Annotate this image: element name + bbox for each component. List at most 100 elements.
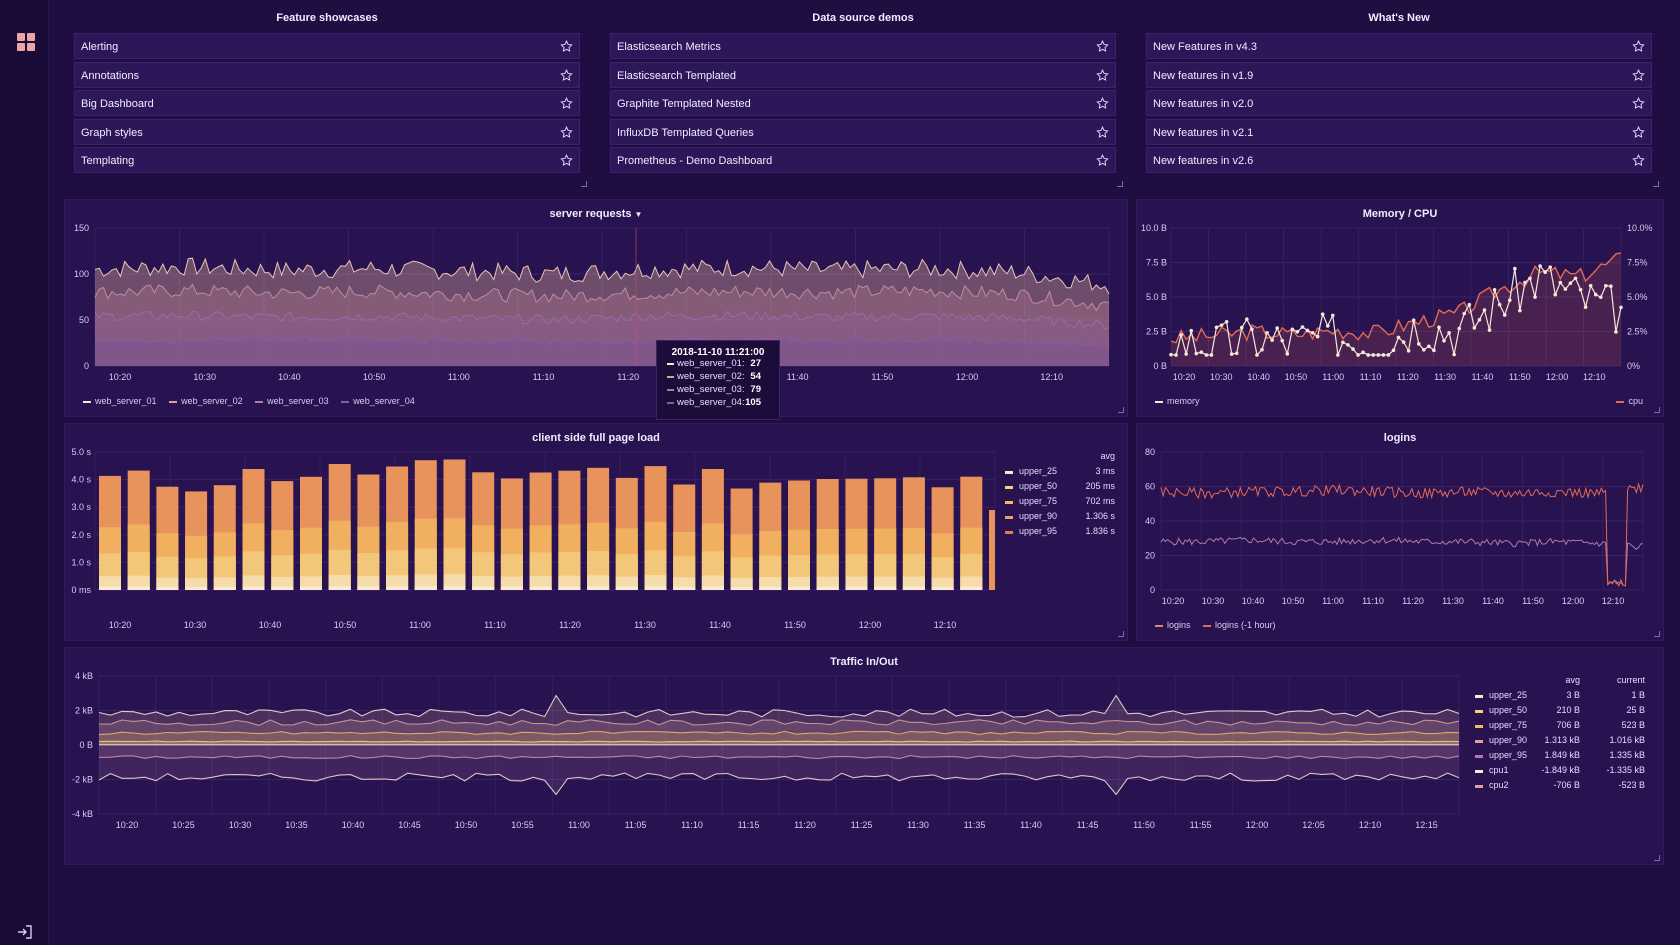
x-tick-label: 11:10 [484,620,506,630]
dashboard-link[interactable]: InfluxDB Templated Queries [610,118,1116,145]
star-icon[interactable] [560,40,573,53]
logins-chart[interactable]: 80 60 40 20 0 10:20 10:30 10:40 10:50 11:00 11:10 1… [1137,424,1663,640]
legend-row[interactable]: upper_95 1.849 kB 1.335 kB [1475,750,1645,765]
legend-row[interactable]: upper_75 706 B 523 B [1475,720,1645,735]
x-tick-label: 10:30 [184,620,207,630]
legend-item[interactable]: memory [1155,396,1200,406]
legend-row[interactable]: upper_75 702 ms [1005,496,1115,511]
dashboard-link[interactable]: Elasticsearch Metrics [610,33,1116,59]
star-icon[interactable] [560,125,573,139]
series-point-memory [1199,350,1204,354]
legend-row[interactable]: upper_90 1.306 s [1005,511,1115,526]
dashboard-link[interactable]: New features in v1.9 [1146,61,1652,88]
sign-in-icon[interactable] [17,925,33,939]
x-tick-label: 12:00 [1562,596,1585,606]
star-icon[interactable] [560,68,573,82]
dashboard-link[interactable]: Big Dashboard [74,90,580,117]
panel-title[interactable]: Memory / CPU [1362,208,1438,220]
resize-handle[interactable] [1117,181,1123,187]
legend-row[interactable]: cpu2 -706 B -523 B [1475,780,1645,795]
star-icon[interactable] [1632,125,1645,139]
resize-handle[interactable] [1654,855,1660,861]
legend-item[interactable]: web_server_01 [83,396,157,406]
legend-item[interactable]: logins (-1 hour) [1203,620,1276,630]
legend-item[interactable]: cpu [1616,396,1643,406]
star-icon[interactable] [1096,154,1109,167]
panel-title[interactable]: client side full page load [532,432,660,444]
star-icon[interactable] [1632,68,1645,82]
star-icon[interactable] [1096,40,1109,53]
star-icon[interactable] [560,97,573,110]
y-tick-label: 2 kB [75,706,93,716]
dashboard-link[interactable]: New features in v2.0 [1146,90,1652,117]
star-icon[interactable] [1632,154,1645,167]
bar-segment [443,574,466,590]
star-icon[interactable] [1632,97,1645,110]
series-point-memory [1568,281,1573,285]
y-tick-label: 100 [74,269,89,279]
legend-avg: 3 B [1566,690,1580,700]
dashboard-link[interactable]: Templating [74,147,580,174]
resize-handle[interactable] [1653,181,1659,187]
star-icon[interactable] [1096,68,1109,82]
y-tick-label: 10.0% [1627,223,1653,233]
series-point-memory [1487,328,1492,332]
tooltip-row: web_server_01: 27 [667,358,779,371]
dashboard-link[interactable]: New Features in v4.3 [1146,33,1652,59]
chevron-down-icon[interactable]: ▼ [634,210,643,219]
series-point-memory [1396,335,1401,340]
grafana-grid-icon[interactable] [17,33,35,51]
legend-row[interactable]: upper_95 1.836 s [1005,526,1115,541]
x-tick-label: 10:50 [334,620,357,630]
resize-handle[interactable] [1654,407,1660,413]
server-requests-chart[interactable]: 150 100 50 0 10:20 10:30 10:40 10:50 11:00 11:10 1… [65,200,1127,416]
legend-row[interactable]: cpu1 -1.849 kB -1.335 kB [1475,765,1645,780]
star-icon[interactable] [1096,97,1109,110]
x-tick-label: 10:40 [259,620,282,630]
dashboard-link[interactable]: Elasticsearch Templated [610,61,1116,88]
legend-row[interactable]: upper_25 3 ms [1005,466,1115,481]
y-tick-label: 150 [74,223,89,233]
x-tick-label: 11:50 [1522,596,1544,606]
legend-row[interactable]: upper_25 3 B 1 B [1475,690,1645,705]
dashboard-link[interactable]: New features in v2.6 [1146,147,1652,174]
bar-segment [701,586,724,590]
x-tick-label: 10:40 [1247,372,1270,382]
page-load-chart[interactable]: 5.0 s 4.0 s 3.0 s 2.0 s 1.0 s 0 ms 10:20 10:30 1… [65,424,1005,640]
dashboard-link[interactable]: New features in v2.1 [1146,118,1652,145]
resize-handle[interactable] [1654,631,1660,637]
series-point-memory [1214,325,1219,330]
legend-label: upper_50 [1019,481,1058,491]
legend-row[interactable]: upper_90 1.313 kB 1.016 kB [1475,735,1645,750]
star-icon[interactable] [1632,40,1645,53]
resize-handle[interactable] [1118,631,1124,637]
x-tick-label: 11:10 [533,372,555,382]
legend-row[interactable]: upper_50 210 B 25 B [1475,705,1645,720]
resize-handle[interactable] [581,181,587,187]
memory-cpu-chart[interactable]: 10.0 B 7.5 B 5.0 B 2.5 B 0 B 10.0% 7.5% 5.0% 2.5… [1137,200,1663,416]
series-point-memory [1604,283,1608,288]
dashboard-link[interactable]: Alerting [74,33,580,59]
legend-item[interactable]: web_server_03 [255,396,329,406]
panel-title[interactable]: server requests ▼ [65,208,1127,220]
series-point-memory [1427,344,1431,349]
x-tick-label: 10:20 [109,620,132,630]
dashboard-link[interactable]: Graphite Templated Nested [610,90,1116,117]
star-icon[interactable] [560,154,573,167]
dashboard-link[interactable]: Prometheus - Demo Dashboard [610,147,1116,174]
legend-header-current: current [1616,675,1645,685]
dashboard-link[interactable]: Graph styles [74,118,580,145]
panel-title[interactable]: Traffic In/Out [830,656,898,668]
legend-item[interactable]: web_server_04 [341,396,415,406]
legend-row[interactable]: upper_50 205 ms [1005,481,1115,496]
dashboard-link[interactable]: Annotations [74,61,580,88]
panel-title[interactable]: logins [1383,432,1417,444]
bar-segment [673,586,696,590]
legend-item[interactable]: logins [1155,620,1191,630]
bar-segment [328,586,351,590]
legend-item[interactable]: web_server_02 [169,396,243,406]
x-tick-label: 12:00 [1246,820,1269,830]
star-icon[interactable] [1096,125,1109,139]
resize-handle[interactable] [1118,407,1124,413]
traffic-chart[interactable]: 4 kB 2 kB 0 B -2 kB -4 kB 10:20 10:25 10:30 10:3… [65,648,1465,864]
